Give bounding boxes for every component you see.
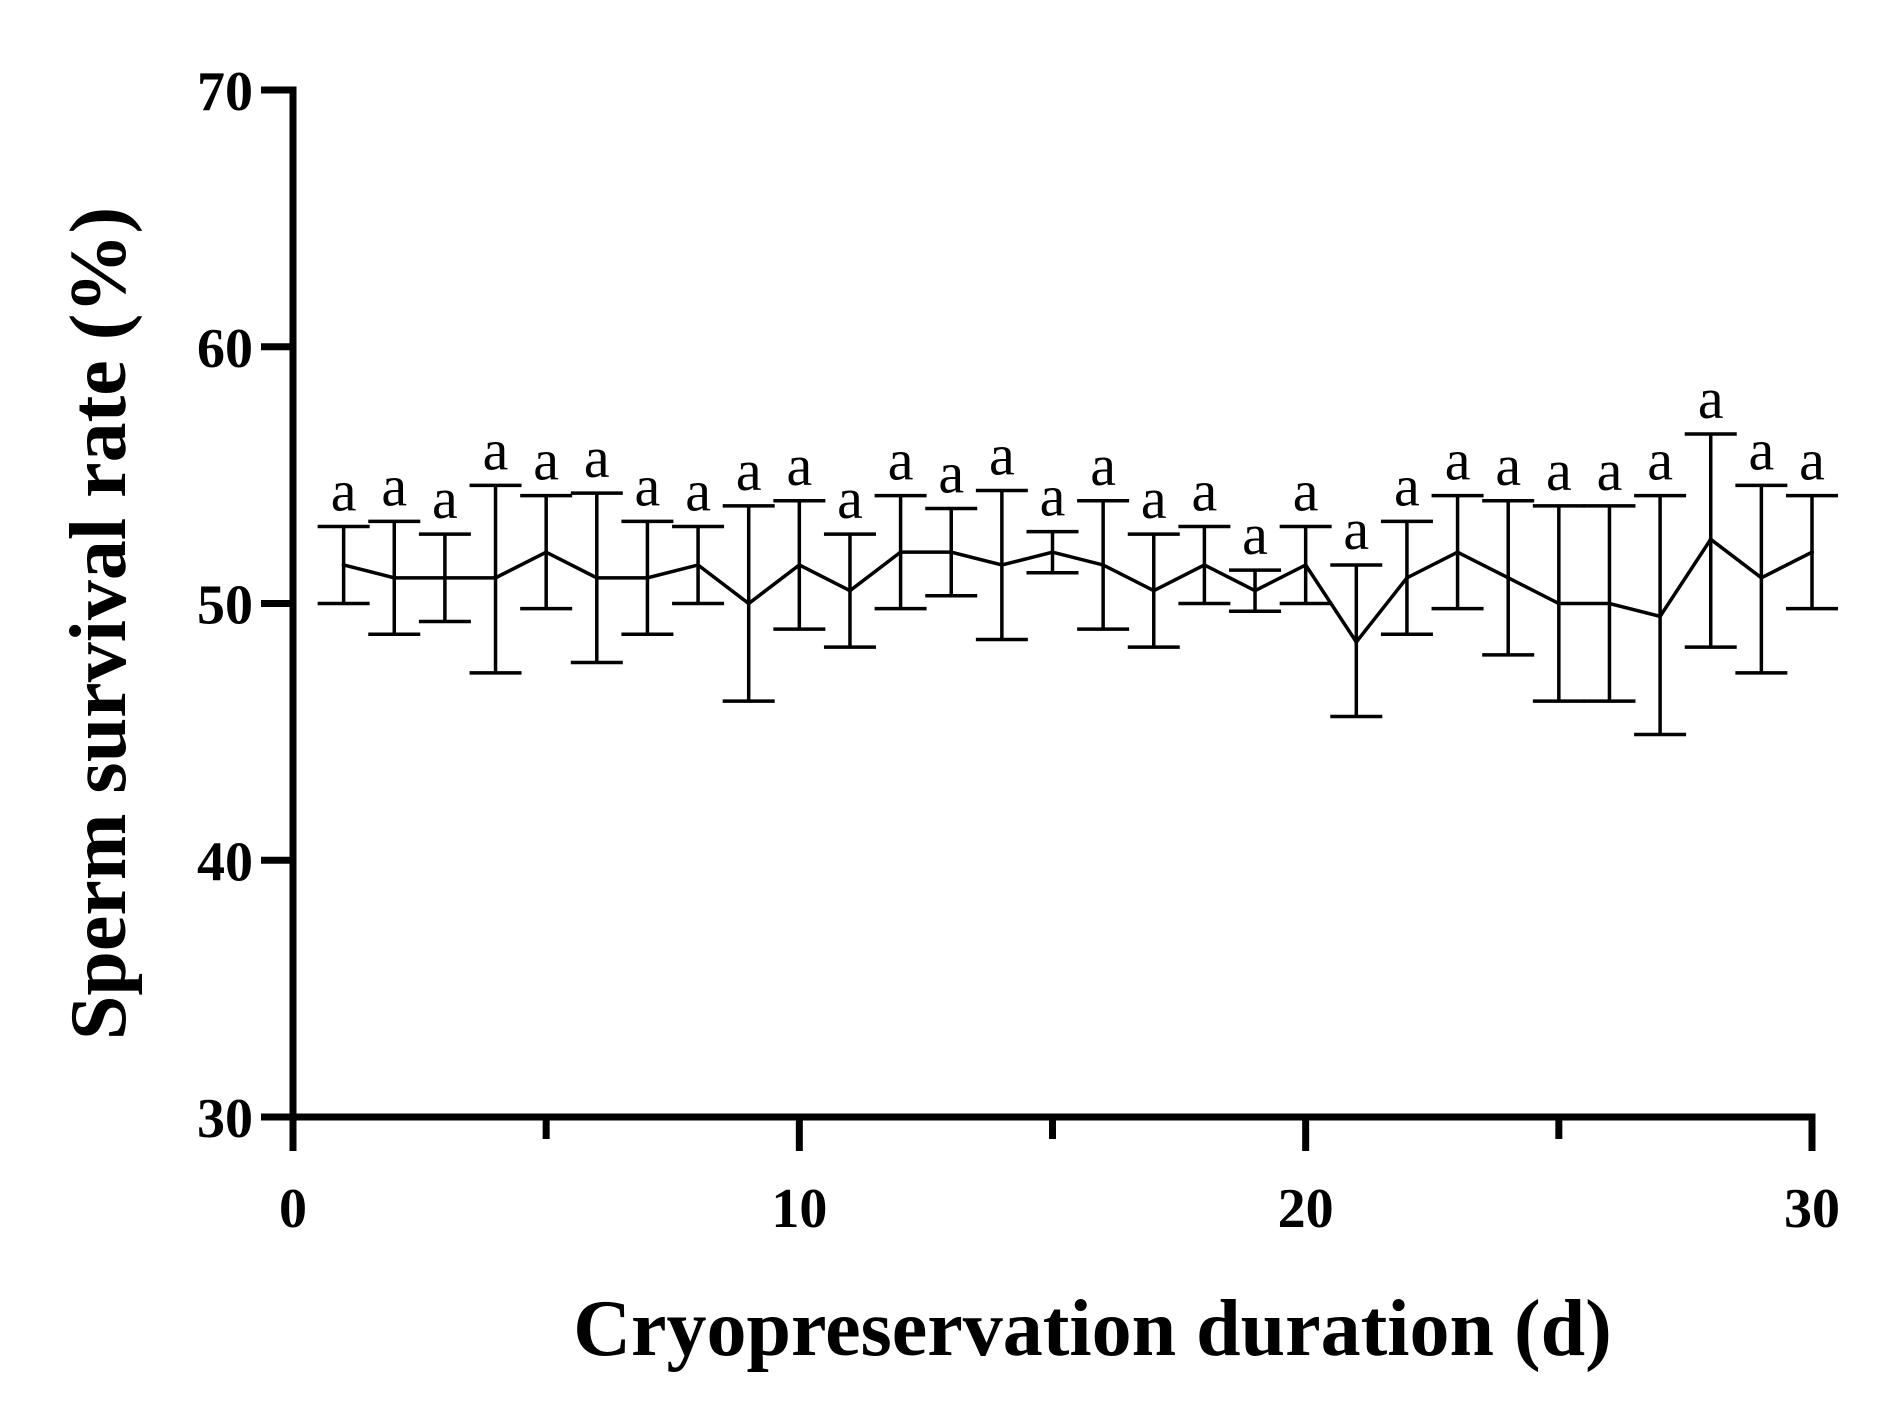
- significance-label: a: [989, 423, 1015, 488]
- significance-label: a: [888, 428, 914, 493]
- y-tick-label: 60: [197, 318, 253, 380]
- data-point: [1759, 575, 1764, 580]
- significance-label: a: [635, 453, 661, 518]
- data-point: [544, 550, 549, 555]
- significance-label: a: [1040, 464, 1066, 529]
- significance-label: a: [837, 466, 863, 531]
- significance-label: a: [1546, 438, 1572, 503]
- y-tick-label: 70: [197, 61, 253, 123]
- data-point: [1455, 550, 1460, 555]
- significance-label: a: [1141, 466, 1167, 531]
- significance-label: a: [685, 458, 711, 523]
- significance-label: a: [1293, 458, 1319, 523]
- significance-label: a: [786, 433, 812, 498]
- significance-label: a: [1445, 428, 1471, 493]
- data-line: [343, 536, 1813, 646]
- significance-label: a: [938, 441, 964, 506]
- significance-label: a: [483, 417, 509, 482]
- data-point: [1658, 614, 1663, 619]
- y-axis-title: Sperm survival rate (%): [55, 207, 143, 1040]
- data-point: [341, 562, 346, 567]
- data-point: [949, 550, 954, 555]
- y-tick-label: 30: [197, 1088, 253, 1150]
- data-point: [645, 575, 650, 580]
- data-point: [1404, 575, 1409, 580]
- significance-label: a: [432, 466, 458, 531]
- data-point: [1708, 537, 1713, 542]
- series: [341, 536, 1814, 646]
- data-point: [1506, 575, 1511, 580]
- significance-label: a: [533, 428, 559, 493]
- significance-label: a: [1242, 502, 1268, 567]
- data-point: [442, 575, 447, 580]
- x-tick-label: 20: [1278, 1178, 1334, 1240]
- data-point: [594, 575, 599, 580]
- significance-label: a: [1597, 438, 1623, 503]
- x-tick-label: 10: [771, 1178, 827, 1240]
- significance-label: a: [1748, 417, 1774, 482]
- data-point: [1253, 588, 1258, 593]
- significance-label: a: [1192, 458, 1218, 523]
- significance-label: a: [1343, 497, 1369, 562]
- data-point: [1151, 588, 1156, 593]
- significance-label: a: [584, 425, 610, 490]
- x-tick-label: 0: [279, 1178, 307, 1240]
- significance-label: a: [1090, 433, 1116, 498]
- x-axis-title: Cryopreservation duration (d): [573, 1285, 1611, 1373]
- data-point: [797, 562, 802, 567]
- data-point: [1810, 550, 1814, 555]
- data-point: [1202, 562, 1207, 567]
- axes: 30 40 50 60 70 0 10 20 30: [197, 61, 1840, 1240]
- data-point: [746, 601, 751, 606]
- data-point: [1354, 640, 1359, 645]
- significance-label: a: [1647, 428, 1673, 493]
- data-point: [1607, 601, 1612, 606]
- significance-label: a: [331, 458, 357, 523]
- data-point: [1303, 562, 1308, 567]
- data-point: [1050, 550, 1055, 555]
- significance-label: a: [1698, 366, 1724, 431]
- data-point: [1556, 601, 1561, 606]
- significance-label: a: [381, 453, 407, 518]
- data-point: [696, 562, 701, 567]
- data-point: [493, 575, 498, 580]
- data-point: [392, 575, 397, 580]
- data-point: [898, 550, 903, 555]
- y-tick-label: 50: [197, 575, 253, 637]
- y-tick-label: 40: [197, 831, 253, 893]
- significance-label: a: [1495, 433, 1521, 498]
- data-point: [1101, 562, 1106, 567]
- data-point: [847, 588, 852, 593]
- significance-label: a: [736, 438, 762, 503]
- significance-label: a: [1799, 428, 1825, 493]
- data-point: [999, 562, 1004, 567]
- significance-label: a: [1394, 453, 1420, 518]
- x-tick-label: 30: [1784, 1178, 1840, 1240]
